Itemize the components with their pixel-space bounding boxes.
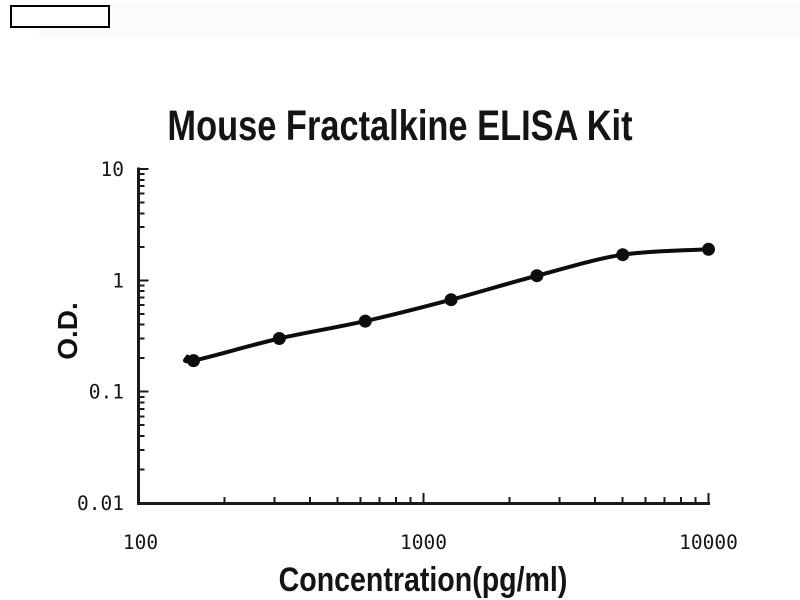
data-point [702,242,715,256]
x-tick-label: 100 [123,531,158,554]
x-tick-label: 10000 [679,531,738,554]
y-tick-label: 0.01 [77,492,124,515]
logo-placeholder-box [10,5,110,28]
data-point [444,293,458,307]
standard-curve-line [183,247,711,364]
data-point [530,269,544,283]
x-axis-title: Concentration(pg/ml) [278,561,568,599]
x-tick-label: 1000 [400,531,447,554]
y-tick-label: 10 [101,158,124,181]
y-axis-title: O.D. [52,302,83,360]
data-point [187,354,200,368]
data-point [272,332,286,345]
background-artifact-stripe [38,2,800,38]
data-point [616,248,630,262]
chart-title: Mouse Fractalkine ELISA Kit [167,102,633,150]
y-tick-label: 0.1 [89,381,124,404]
data-point [358,314,372,328]
y-tick-label: 1 [112,269,124,292]
